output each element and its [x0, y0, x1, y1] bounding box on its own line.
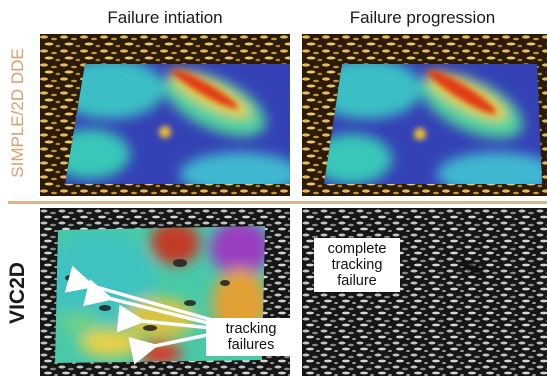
panel-vic2d-progression	[302, 208, 547, 376]
row-label-vic2d: VIC2D	[6, 262, 29, 324]
tracking-failures-callout: tracking failures	[206, 318, 296, 356]
row-divider	[8, 201, 547, 204]
panel-dde-initiation	[40, 34, 290, 196]
complete-tracking-failure-callout: complete tracking failure	[314, 238, 400, 292]
column-title-failure-initiation: Failure intiation	[107, 8, 223, 27]
row-label-simple-2d-dde: SIMPLE/2D DDE	[8, 48, 27, 178]
panel-dde-progression	[302, 34, 547, 196]
column-title-failure-progression: Failure progression	[349, 8, 496, 27]
